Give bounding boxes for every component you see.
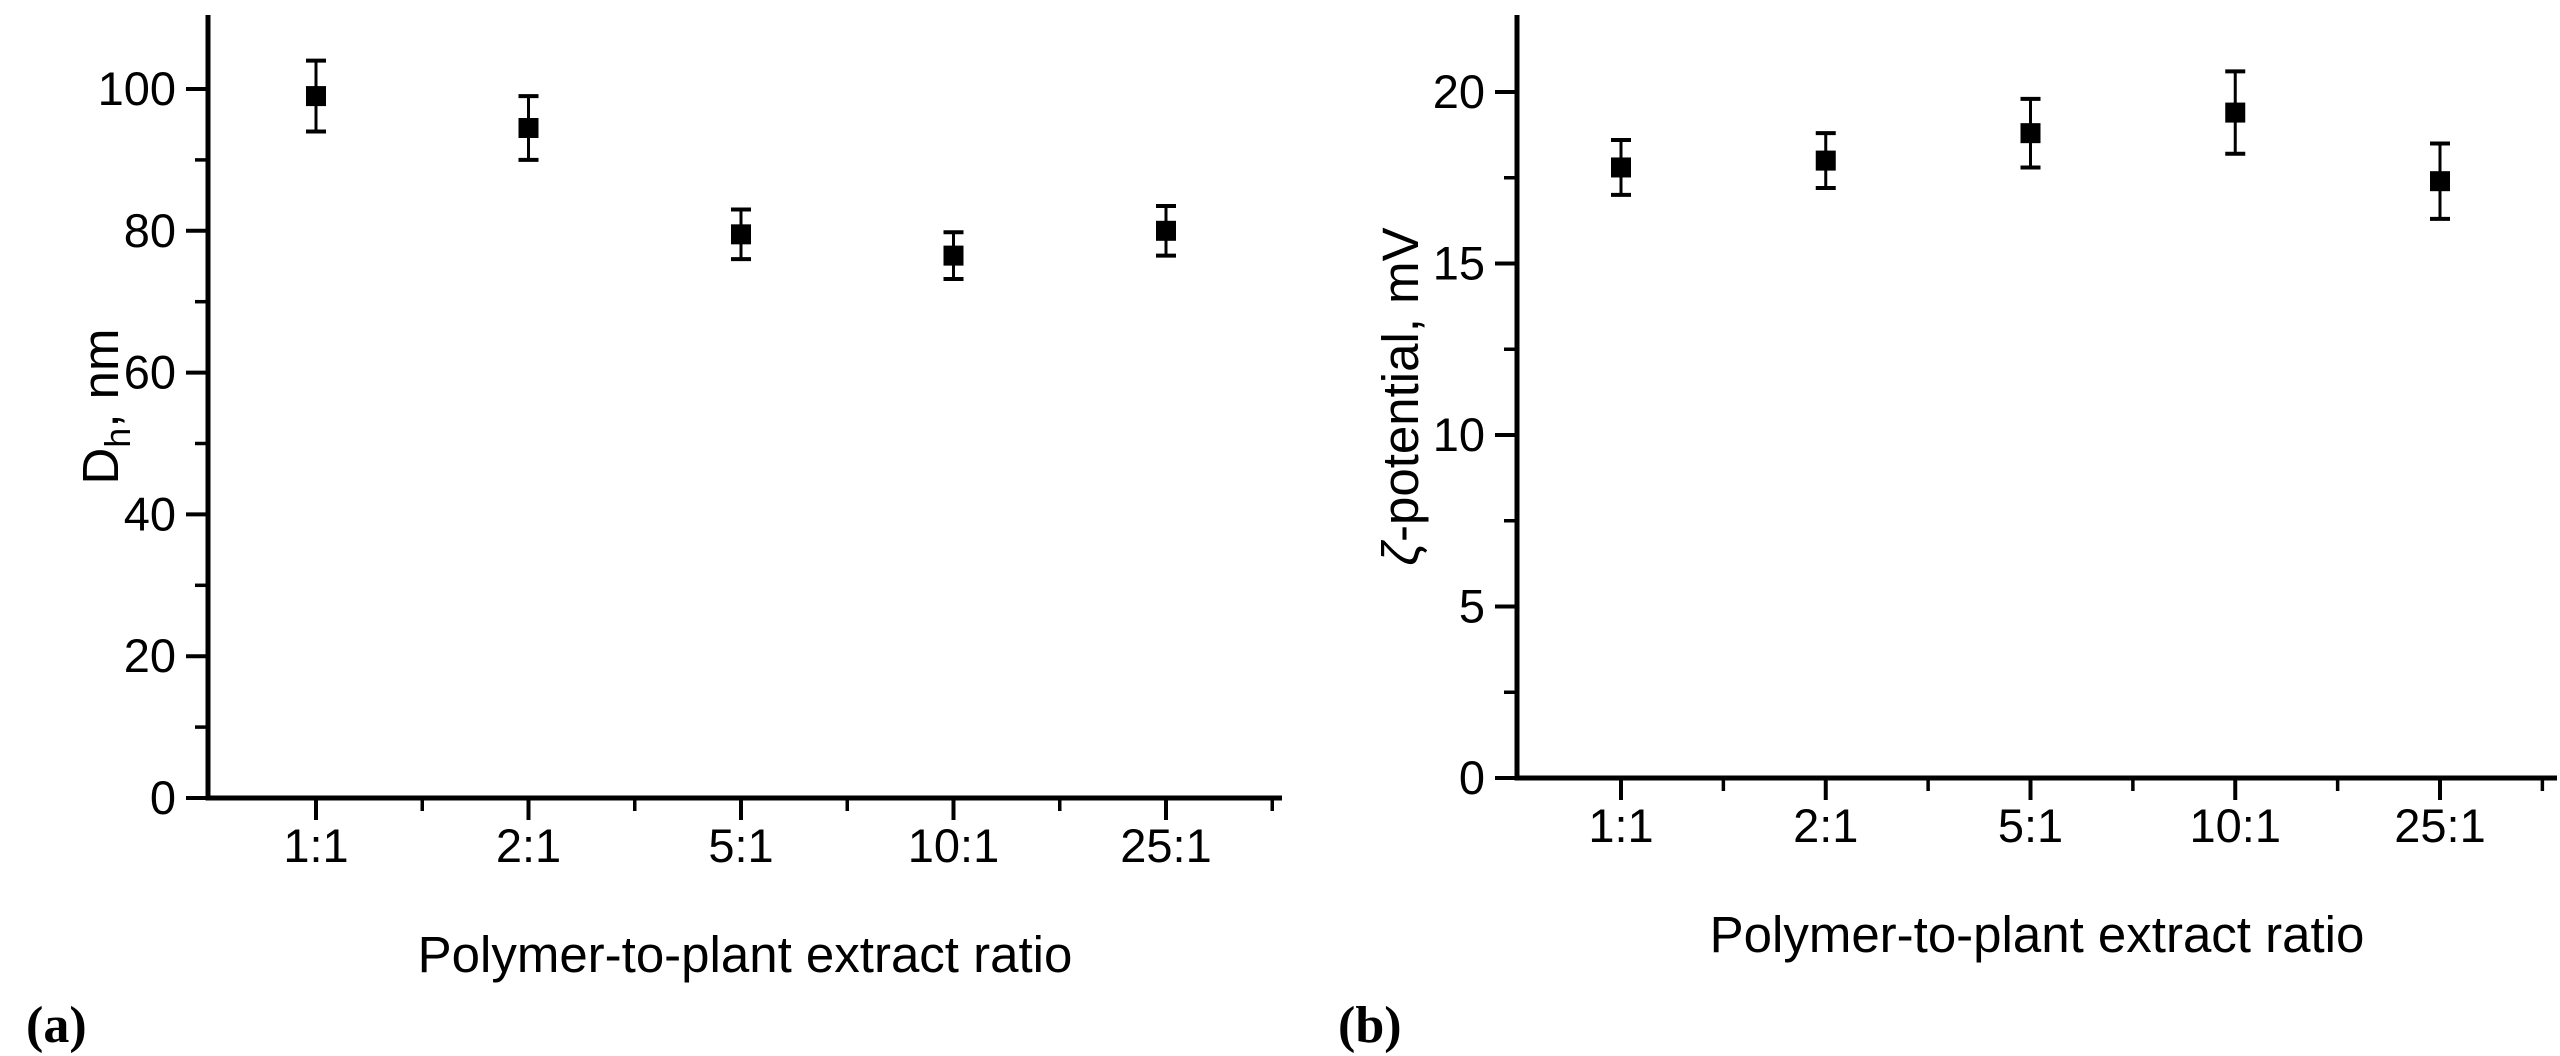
x-axis-title: Polymer-to-plant extract ratio [418,926,1073,983]
data-point-group [1156,203,1176,258]
data-point-marker [518,117,539,138]
y-tick-label: 40 [124,487,176,540]
panel-b-label: (b) [1338,997,1402,1054]
y-tick-label: 0 [150,771,176,824]
data-point-group [2430,141,2450,221]
x-tick-label: 25:1 [2394,799,2485,852]
y-tick-label: 15 [1433,237,1485,290]
data-point-group [1611,138,1631,197]
data-point-marker [943,245,964,266]
x-tick-label: 25:1 [1120,819,1211,872]
x-tick-label: 2:1 [496,819,561,872]
panel-a: 0 20 40 60 80 100 1:1 2:1 5:1 10:1 25:1 Polymer-to-… [72,15,1282,983]
data-point-marker [1611,157,1631,178]
data-point-group [1815,131,1836,191]
x-tick-label: 10:1 [908,819,999,872]
y-tick-label: 60 [124,346,176,399]
y-tick-label: 10 [1433,408,1485,461]
y-tick-label: 5 [1459,580,1485,633]
data-point-marker [731,224,751,245]
y-tick-label: 0 [1459,751,1485,804]
x-tick-label: 10:1 [2190,799,2281,852]
data-point-group [943,230,964,282]
data-point-group [518,94,539,162]
y-tick-label: 80 [124,204,176,257]
x-tick-label: 5:1 [1998,799,2063,852]
x-tick-label: 1:1 [1588,799,1653,852]
data-point-group [731,207,751,262]
x-tick-label: 1:1 [283,819,348,872]
x-tick-label: 5:1 [708,819,773,872]
data-point-marker [1156,220,1176,241]
x-axis-title: Polymer-to-plant extract ratio [1710,906,2365,963]
data-point-group [306,58,326,134]
panel-a-label: (a) [26,997,87,1054]
data-point-marker [1815,150,1836,171]
data-point-group [2020,96,2041,170]
data-point-group [2225,69,2246,156]
y-tick-label: 20 [124,629,176,682]
y-axis-title: Dh, nm [72,328,138,484]
x-tick-label: 2:1 [1793,799,1858,852]
data-point-marker [2430,171,2450,192]
y-tick-label: 100 [98,62,176,115]
y-axis-title: ζ-potential, mV [1372,227,1429,565]
data-point-marker [2020,123,2041,144]
data-point-marker [2225,102,2246,123]
data-point-marker [306,86,326,107]
y-tick-label: 20 [1433,65,1485,118]
panel-b: 0 5 10 15 20 1:1 2:1 5:1 10:1 25:1 Polymer-to-plan… [1372,15,2557,963]
